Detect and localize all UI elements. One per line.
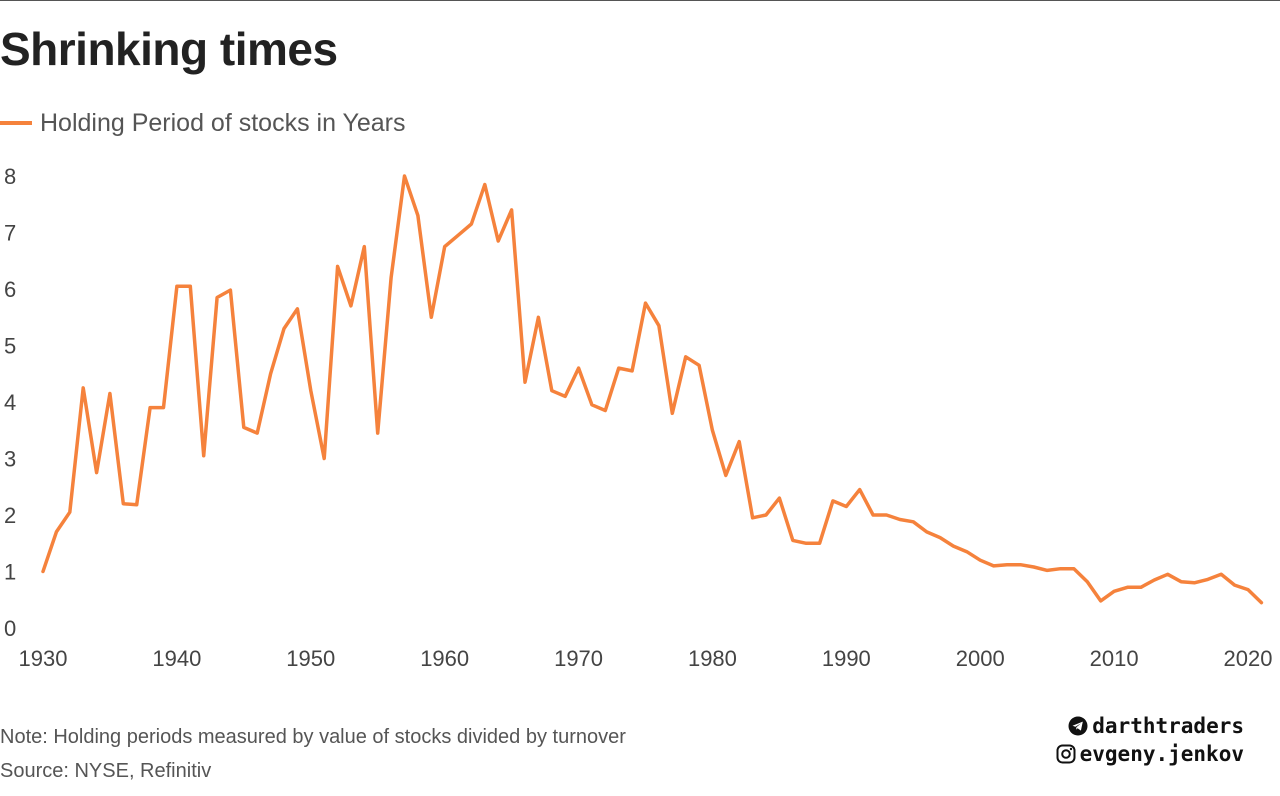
x-tick-label: 1940 [152,646,201,671]
top-rule [0,0,1280,1]
x-tick-label: 1980 [688,646,737,671]
instagram-handle: evgeny.jenkov [1056,742,1244,766]
chart-title: Shrinking times [0,23,338,75]
instagram-handle-text: evgeny.jenkov [1079,742,1244,766]
x-tick-label: 1970 [554,646,603,671]
y-tick-label: 3 [4,447,16,472]
line-chart: 0 1 2 3 4 5 6 7 8 1930 1940 1950 1960 1970 1980 1990 20… [4,164,1273,671]
x-tick-label: 2010 [1090,646,1139,671]
y-tick-label: 7 [4,221,16,246]
x-tick-label: 1960 [420,646,469,671]
y-tick-label: 0 [4,616,16,641]
legend-swatch [0,121,32,125]
x-tick-label: 2000 [956,646,1005,671]
x-axis-ticks: 1930 1940 1950 1960 1970 1980 1990 2000 2010 2020 [19,646,1273,671]
x-tick-label: 1930 [19,646,68,671]
x-tick-label: 1950 [286,646,335,671]
x-tick-label: 2020 [1224,646,1273,671]
chart-note: Note: Holding periods measured by value … [0,726,626,748]
y-tick-label: 5 [4,334,16,359]
legend: Holding Period of stocks in Years [0,108,406,138]
y-tick-label: 8 [4,164,16,189]
telegram-handle: darthtraders [1068,714,1244,738]
telegram-handle-text: darthtraders [1092,714,1244,738]
chart-source: Source: NYSE, Refinitiv [0,760,212,782]
telegram-icon [1068,716,1088,736]
y-tick-label: 1 [4,560,16,585]
x-tick-label: 1990 [822,646,871,671]
y-axis-ticks: 0 1 2 3 4 5 6 7 8 [4,164,16,641]
series-line-holding-period [41,174,1264,605]
instagram-icon [1056,744,1076,764]
y-tick-label: 4 [4,390,16,415]
y-tick-label: 6 [4,277,16,302]
legend-label: Holding Period of stocks in Years [40,108,406,137]
y-tick-label: 2 [4,503,16,528]
